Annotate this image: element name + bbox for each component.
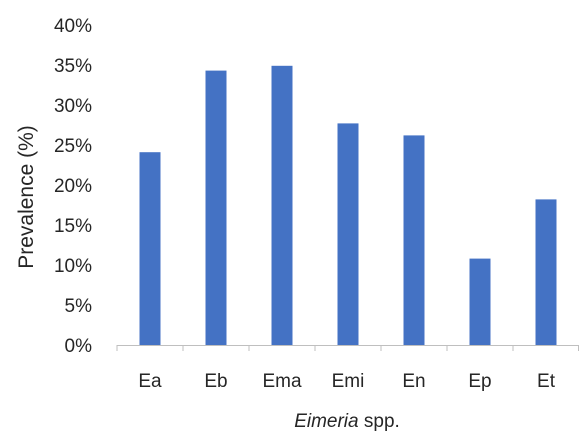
x-category-label: Et	[537, 371, 556, 392]
bar-en	[403, 135, 425, 345]
x-category-label: Emi	[332, 371, 365, 392]
bar-et	[535, 199, 557, 345]
bar-ea	[139, 152, 161, 345]
bar-ema	[271, 65, 293, 346]
bar-emi	[337, 123, 359, 346]
bars-group	[139, 65, 557, 346]
x-axis-label: Eimeria spp.	[294, 411, 400, 432]
y-tick-label: 5%	[65, 296, 93, 317]
y-tick-label: 0%	[65, 336, 93, 357]
y-axis-ticks: 0% 5% 10% 15% 20% 25% 30% 35% 40%	[54, 16, 92, 357]
x-category-label: Ep	[468, 371, 491, 392]
x-axis-categories: Ea Eb Ema Emi En Ep Et	[138, 371, 555, 392]
y-tick-label: 25%	[54, 136, 92, 157]
bar-eb	[205, 70, 227, 345]
y-tick-label: 40%	[54, 16, 92, 37]
y-tick-label: 35%	[54, 56, 92, 77]
y-tick-label: 10%	[54, 256, 92, 277]
x-category-label: Eb	[204, 371, 227, 392]
x-axis-label-rest: spp.	[359, 411, 400, 432]
x-category-label: Ea	[138, 371, 162, 392]
x-category-label: Ema	[262, 371, 302, 392]
bar-ep	[469, 258, 491, 345]
y-axis-label: Prevalence (%)	[15, 125, 38, 269]
y-tick-label: 20%	[54, 176, 92, 197]
y-tick-label: 30%	[54, 96, 92, 117]
x-axis-label-italic: Eimeria	[294, 411, 358, 432]
x-category-label: En	[402, 371, 425, 392]
y-tick-label: 15%	[54, 216, 92, 237]
